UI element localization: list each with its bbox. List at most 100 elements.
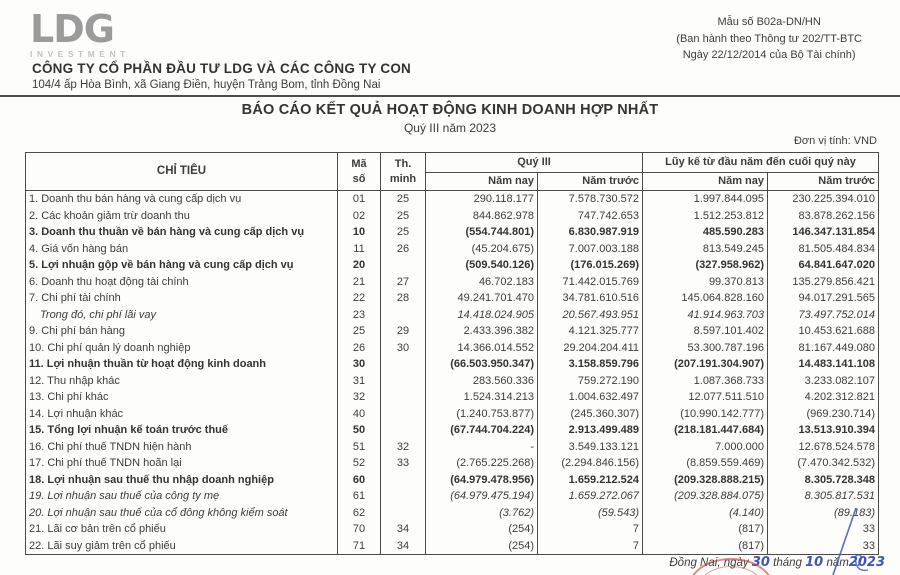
form-circular: (Ban hành theo Thông tư 202/TT-BTC [676, 32, 862, 45]
cell-label: 12. Thu nhập khác [25, 372, 338, 389]
table-row: 4. Giá vốn hàng bán 11 26 (45.204.675) 7.007… [25, 240, 880, 257]
cell-y_cur: 1.997.844.095 [642, 190, 768, 208]
cell-q_cur: (66.503.950.347) [425, 356, 538, 373]
cell-q_cur: 46.702.183 [425, 273, 538, 290]
cell-y_cur: 145.064.828.160 [642, 290, 768, 307]
cell-note [380, 356, 426, 373]
cell-q_prev: 3.549.133.121 [537, 438, 643, 455]
cell-note [380, 257, 426, 274]
cell-q_prev: 7 [537, 537, 643, 555]
cell-label: 15. Tổng lợi nhuận kế toán trước thuế [25, 422, 338, 439]
cell-q_prev: 759.272.190 [537, 372, 643, 389]
cell-note: 25 [380, 190, 426, 208]
cell-y_prev: 33 [766, 537, 880, 555]
cell-note: 32 [380, 438, 426, 455]
table-body: 1. Doanh thu bán hàng và cung cấp dịch v… [25, 190, 880, 555]
cell-y_cur: (209.328.888.215) [642, 471, 768, 488]
cell-y_prev: 81.167.449.080 [766, 339, 880, 356]
header-q-prior-year: Năm trước [537, 172, 643, 191]
table-row: 6. Doanh thu hoạt động tài chính 21 27 46.7… [25, 273, 880, 290]
cell-code: 02 [337, 207, 381, 224]
cell-label: 7. Chi phí tài chính [25, 290, 338, 307]
header-quarter-group: Quý III [425, 152, 643, 173]
cell-label: 4. Giá vốn hàng bán [25, 240, 338, 257]
cell-y_prev: 146.347.131.854 [766, 224, 880, 241]
ldg-logo: LDG INVESTMENT [30, 10, 130, 59]
cell-note: 30 [380, 339, 426, 356]
cell-q_cur: (45.204.675) [425, 240, 538, 257]
cell-note: 25 [380, 224, 426, 241]
report-period: Quý III năm 2023 [403, 121, 497, 135]
cell-y_prev: (969.230.714) [766, 405, 880, 422]
cell-y_cur: (817) [642, 537, 768, 555]
cell-y_prev: 83.878.262.156 [766, 207, 880, 224]
cell-code: 71 [337, 537, 381, 555]
table-row: 16. Chi phí thuế TNDN hiện hành 51 32-3.54… [25, 438, 880, 455]
cell-y_cur: 99.370.813 [642, 273, 768, 290]
cell-code: 01 [337, 190, 381, 208]
report-title: BÁO CÁO KẾT QUẢ HOẠT ĐỘNG KINH DOANH HỢP… [241, 102, 659, 118]
cell-q_prev: 2.913.499.489 [537, 422, 643, 439]
cell-q_cur: (509.540.126) [425, 257, 538, 274]
cell-q_cur: (554.744.801) [425, 224, 538, 241]
cell-code: 70 [337, 521, 381, 538]
cell-note [380, 389, 426, 406]
cell-label: 2. Các khoản giảm trừ doanh thu [25, 207, 338, 224]
cell-label: 6. Doanh thu hoạt động tài chính [25, 273, 338, 290]
cell-y_prev: 4.202.312.821 [766, 389, 880, 406]
table-row: 7. Chi phí tài chính 22 28 49.241.701.470 34… [25, 290, 880, 307]
table-row: 5. Lợi nhuận gộp về bán hàng và cung cấp… [25, 257, 880, 274]
cell-label: 17. Chi phí thuế TNDN hoãn lại [25, 455, 338, 472]
cell-q_prev: 6.830.987.919 [537, 224, 643, 241]
cell-code: 20 [337, 257, 381, 274]
cell-y_cur: (4.140) [642, 504, 768, 521]
cell-q_cur: (2.765.225.268) [425, 455, 538, 472]
cell-label: 16. Chi phí thuế TNDN hiện hành [25, 438, 338, 455]
cell-label: 13. Chi phí khác [25, 389, 338, 406]
cell-y_prev: 12.678.524.578 [766, 438, 880, 455]
cell-note: 29 [380, 323, 426, 340]
header-ytd-prior-year: Năm trước [766, 172, 880, 191]
cell-q_cur: (67.744.704.224) [425, 422, 538, 439]
cell-y_cur: (209.328.884.075) [642, 488, 768, 505]
cell-note: 26 [380, 240, 426, 257]
cell-y_prev: (7.470.342.532) [766, 455, 880, 472]
cell-y_prev: 13.513.910.394 [766, 422, 880, 439]
cell-q_cur: (1.240.753.877) [425, 405, 538, 422]
cell-label: 18. Lợi nhuận sau thuế thu nhập doanh ng… [25, 471, 338, 488]
cell-code: 11 [337, 240, 381, 257]
cell-note [380, 504, 426, 521]
table-row: 1. Doanh thu bán hàng và cung cấp dịch v… [25, 190, 880, 208]
cell-q_prev: 20.567.493.951 [537, 306, 643, 323]
cell-y_prev: 10.453.621.688 [766, 323, 880, 340]
cell-q_prev: 7 [537, 521, 643, 538]
cell-y_cur: (327.958.962) [642, 257, 768, 274]
cell-y_cur: 41.914.963.703 [642, 306, 768, 323]
cell-y_prev: 8.305.817.531 [766, 488, 880, 505]
cell-y_cur: (218.181.447.684) [642, 422, 768, 439]
cell-q_prev: (2.294.846.156) [537, 455, 643, 472]
cell-q_cur: 49.241.701.470 [425, 290, 538, 307]
table-row: 12. Thu nhập khác 31 283.560.336 759.272.19… [25, 372, 880, 389]
table-row: Trong đó, chi phí lãi vay 23 14.418.024.90… [25, 306, 880, 323]
cell-y_prev: 135.279.856.421 [766, 273, 880, 290]
cell-q_cur: 14.366.014.552 [425, 339, 538, 356]
cell-code: 23 [337, 306, 381, 323]
cell-code: 62 [337, 504, 381, 521]
header-ytd-group: Lũy kế từ đầu năm đến cuối quý này [641, 152, 880, 173]
cell-q_prev: 747.742.653 [537, 207, 643, 224]
cell-q_prev: 1.004.632.497 [537, 389, 643, 406]
cell-note: 27 [380, 273, 426, 290]
cell-code: 22 [337, 290, 381, 307]
cell-y_cur: 485.590.283 [642, 224, 768, 241]
cell-label: 3. Doanh thu thuần về bán hàng và cung c… [25, 224, 338, 241]
table-row: 9. Chi phí bán hàng 25 29 2.433.396.382 4.12… [25, 323, 880, 340]
cell-y_cur: 8.597.101.402 [642, 323, 768, 340]
cell-code: 26 [337, 339, 381, 356]
cell-y_cur: 53.300.787.196 [642, 339, 768, 356]
cell-q_cur: (254) [425, 537, 538, 555]
cell-q_cur: (64.979.475.194) [425, 488, 538, 505]
cell-q_cur: 844.862.978 [425, 207, 538, 224]
cell-code: 30 [337, 356, 381, 373]
